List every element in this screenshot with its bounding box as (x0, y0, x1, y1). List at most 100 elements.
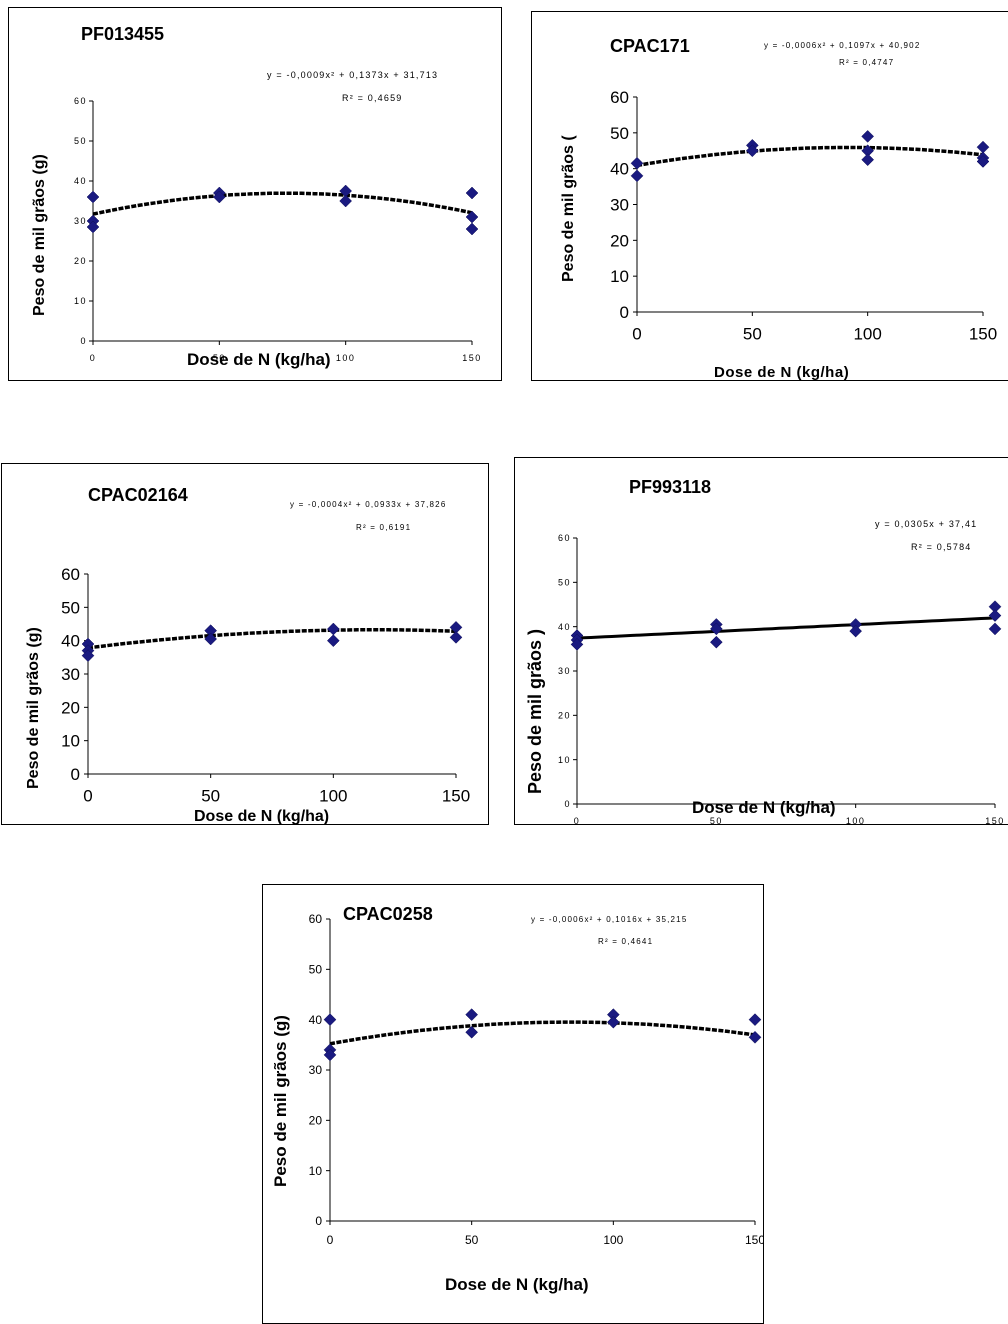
y-tick-label: 0 (564, 799, 571, 809)
y-tick-label: 30 (558, 666, 571, 676)
y-axis-label: Peso de mil grãos (g) (271, 1015, 290, 1187)
y-tick-label: 20 (61, 698, 80, 717)
data-point (861, 153, 875, 167)
x-axis-label: Dose de N (kg/ha) (445, 1275, 589, 1294)
r-squared-label: R² = 0,4641 (598, 937, 654, 946)
data-point (849, 624, 863, 638)
x-tick-label: 150 (969, 324, 997, 343)
chart-panel-cpac02164: 0 10 20 30 40 50 60 0 50 100 150 CPAC02164 y = -0,… (1, 463, 489, 825)
y-axis-label: Peso de mil grãos ) (525, 628, 545, 794)
r-squared-label: R² = 0,6191 (356, 523, 412, 532)
data-point (326, 634, 340, 648)
y-tick-label: 0 (620, 303, 629, 322)
trendline (329, 1020, 756, 1046)
chart-panel-cpac0258: 0 10 20 30 40 50 60 0 50 100 150 CPAC0258 y = -0,0… (262, 884, 764, 1324)
y-tick-label: 0 (71, 765, 80, 784)
x-tick-label: 50 (710, 816, 723, 825)
x-tick-label: 100 (853, 324, 881, 343)
y-tick-label: 30 (74, 216, 87, 226)
y-tick-label: 50 (61, 598, 80, 617)
y-axis-label: Peso de mil grãos ( (560, 135, 577, 282)
chart-panel-pf993118: 0 10 20 30 40 50 60 0 50 100 150 PF993118 y = 0,03… (514, 457, 1008, 825)
x-tick-label: 50 (743, 324, 762, 343)
x-tick-label: 0 (327, 1233, 334, 1247)
y-tick-label: 50 (610, 124, 629, 143)
chart-panel-cpac171: 0 10 20 30 40 50 60 0 50 100 150 CPAC171 y = -0,00… (531, 11, 1008, 381)
data-point (326, 622, 340, 636)
chart-plot-area: 0 10 20 30 40 50 60 0 50 100 150 (74, 96, 480, 363)
x-axis-label: Dose de N (kg/ha) (187, 350, 331, 369)
data-point (976, 140, 990, 154)
data-point (449, 630, 463, 644)
trendline-equation: y = -0,0004x² + 0,0933x + 37,826 (290, 500, 447, 509)
x-axis-label: Dose de N (kg/ha) (714, 364, 850, 381)
y-tick-label: 40 (309, 1013, 323, 1027)
y-tick-label: 50 (309, 963, 323, 977)
y-tick-label: 30 (610, 195, 629, 214)
data-point (630, 156, 644, 170)
x-tick-label: 0 (632, 324, 641, 343)
data-point (570, 638, 584, 651)
y-tick-label: 60 (558, 533, 571, 543)
y-tick-label: 10 (610, 267, 629, 286)
x-tick-label: 100 (846, 816, 866, 825)
y-tick-label: 20 (610, 231, 629, 250)
chart-panel-pf013455: 0 10 20 30 40 50 60 0 50 100 150 PF013455 y = -0,0… (8, 7, 502, 381)
chart-title: PF013455 (81, 24, 165, 44)
y-tick-label: 40 (61, 632, 80, 651)
y-tick-label: 10 (309, 1164, 323, 1178)
y-tick-label: 10 (74, 296, 87, 306)
y-tick-label: 50 (74, 136, 87, 146)
r-squared-label: R² = 0,5784 (911, 542, 972, 552)
chart-title: CPAC0258 (343, 904, 433, 924)
x-tick-label: 50 (465, 1233, 479, 1247)
trendline (87, 628, 457, 650)
y-tick-label: 40 (74, 176, 87, 186)
data-point (86, 190, 100, 204)
y-tick-label: 60 (74, 96, 87, 106)
x-axis-label: Dose de N (kg/ha) (692, 798, 836, 817)
data-point (976, 155, 990, 168)
x-tick-label: 150 (442, 786, 470, 805)
y-tick-label: 60 (309, 912, 323, 926)
data-point (709, 622, 723, 636)
y-tick-label: 0 (315, 1214, 322, 1228)
data-point (465, 186, 479, 200)
chart-title: CPAC02164 (88, 485, 188, 505)
x-tick-label: 100 (319, 786, 347, 805)
data-point (748, 1030, 762, 1044)
data-point (465, 1025, 479, 1039)
data-point (745, 144, 759, 158)
y-tick-label: 40 (610, 160, 629, 179)
chart-plot-area: 0 10 20 30 40 50 60 0 50 100 150 (558, 533, 1003, 825)
data-point (204, 632, 218, 646)
data-point (86, 220, 100, 234)
chart-plot-area: 0 10 20 30 40 50 60 0 50 100 150 (61, 565, 470, 805)
data-point (606, 1015, 620, 1029)
y-tick-label: 20 (74, 256, 87, 266)
y-tick-label: 30 (61, 665, 80, 684)
x-tick-label: 0 (574, 816, 581, 825)
x-tick-label: 150 (745, 1233, 764, 1247)
chart-plot-area: 0 10 20 30 40 50 60 0 50 100 150 (309, 912, 764, 1247)
y-tick-label: 30 (309, 1063, 323, 1077)
trendline-equation: y = -0,0009x² + 0,1373x + 31,713 (267, 70, 439, 80)
x-tick-label: 50 (213, 353, 226, 363)
x-tick-label: 100 (603, 1233, 623, 1247)
y-axis-label: Peso de mil grãos (g) (31, 154, 48, 316)
data-point (81, 649, 95, 663)
trendline (636, 145, 984, 168)
trendline (576, 616, 996, 640)
x-tick-label: 100 (336, 353, 356, 363)
y-tick-label: 60 (61, 565, 80, 584)
trendline-equation: y = 0,0305x + 37,41 (875, 519, 978, 529)
y-tick-label: 50 (558, 577, 571, 587)
y-tick-label: 0 (80, 336, 87, 346)
r-squared-label: R² = 0,4747 (839, 58, 895, 67)
chart-plot-area: 0 10 20 30 40 50 60 0 50 100 150 (610, 88, 997, 343)
data-point (988, 622, 1002, 636)
data-point (988, 609, 1002, 622)
y-tick-label: 20 (558, 710, 571, 720)
data-point (323, 1013, 337, 1027)
x-axis-label: Dose de N (kg/ha) (194, 808, 330, 825)
